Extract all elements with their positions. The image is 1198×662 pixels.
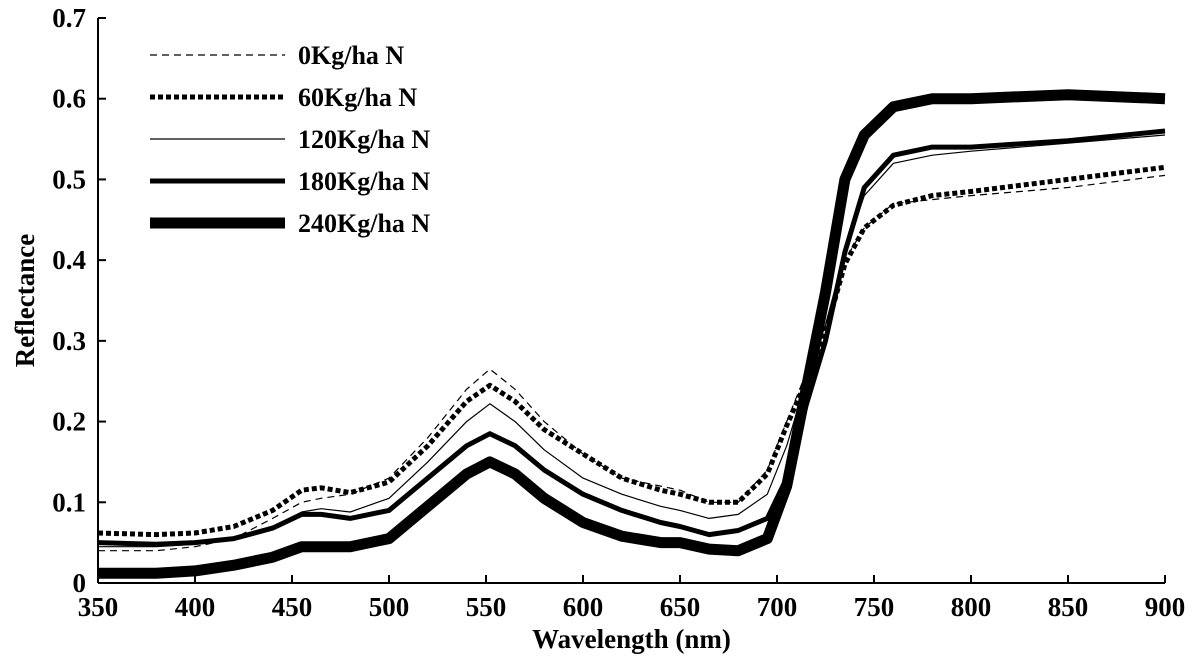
y-axis-title: Reflectance	[10, 234, 40, 367]
axes	[97, 18, 1165, 584]
y-tick-label: 0.2	[52, 407, 86, 437]
x-tick-label: 850	[1048, 592, 1089, 622]
x-tick-label: 600	[563, 592, 604, 622]
series-line-3	[98, 134, 1166, 548]
x-axis-title: Wavelength (nm)	[532, 624, 731, 654]
legend-label-4: 180Kg/ha N	[298, 167, 430, 196]
x-tick-label: 800	[951, 592, 992, 622]
x-tick-label: 900	[1145, 592, 1186, 622]
series-line-4	[97, 128, 1166, 547]
x-tick-label: 750	[854, 592, 895, 622]
x-tick-label: 550	[466, 592, 507, 622]
x-axis-ticks: 350 400 450 500 550 600 650 700 750 800 850 900	[78, 575, 1186, 622]
y-tick-label: 0.7	[52, 3, 86, 33]
series-line-1	[98, 174, 1166, 552]
x-tick-label: 400	[175, 592, 216, 622]
legend-label-2: 60Kg/ha N	[298, 83, 417, 112]
y-tick-label: 0.3	[52, 326, 86, 356]
legend-label-3: 120Kg/ha N	[298, 125, 430, 154]
x-tick-label: 450	[272, 592, 313, 622]
legend-label-5: 240Kg/ha N	[298, 209, 430, 238]
y-tick-label: 0.5	[52, 164, 86, 194]
x-tick-label: 700	[757, 592, 798, 622]
y-tick-label: 0.6	[52, 84, 86, 114]
y-axis-ticks: 0 0.1 0.2 0.3 0.4 0.5 0.6 0.7	[52, 3, 106, 598]
y-tick-label: 0.1	[52, 487, 86, 517]
legend: 0Kg/ha N 60Kg/ha N 120Kg/ha N 180Kg/ha N 240…	[150, 41, 430, 238]
y-tick-label: 0.4	[52, 245, 86, 275]
plot-area	[97, 89, 1166, 579]
y-tick-label: 0	[73, 568, 87, 598]
series-line-5	[98, 89, 1166, 579]
x-tick-label: 500	[369, 592, 410, 622]
x-tick-label: 650	[660, 592, 701, 622]
x-tick-label: 350	[78, 592, 119, 622]
legend-label-1: 0Kg/ha N	[298, 41, 404, 70]
